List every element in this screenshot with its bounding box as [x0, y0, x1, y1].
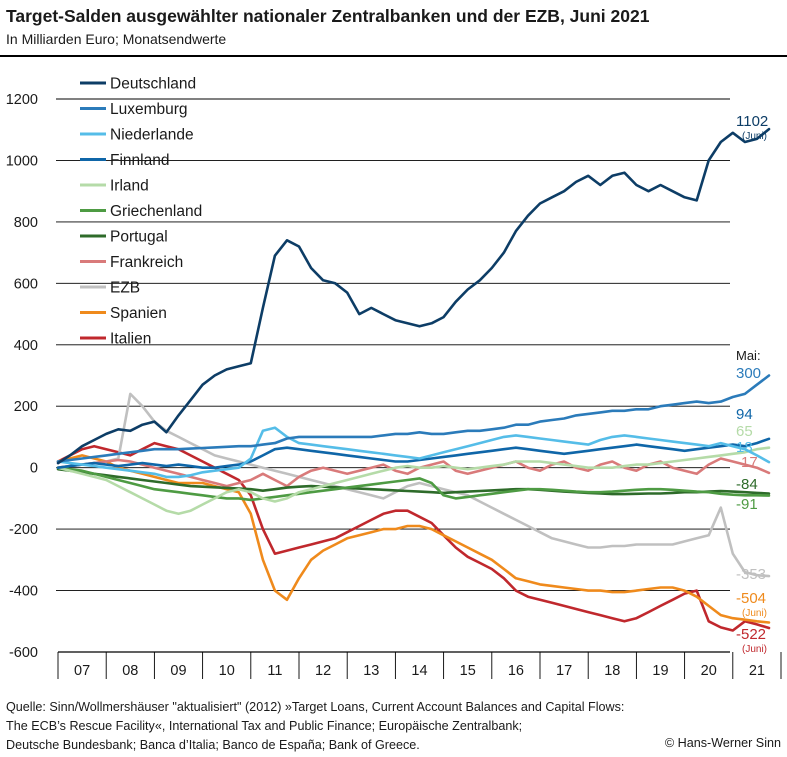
end-label-header: Mai: — [736, 348, 761, 363]
series-line — [56, 454, 771, 624]
source-line: The ECB’s Rescue Facility«, Internationa… — [6, 719, 523, 733]
title-divider — [0, 55, 787, 57]
series-line — [56, 392, 771, 578]
end-value-label: 94 — [736, 406, 753, 423]
x-tick-label: 11 — [267, 663, 282, 679]
series-line — [56, 437, 771, 470]
series-line — [56, 426, 771, 479]
x-tick-label: 09 — [170, 663, 186, 679]
line-chart: -600 -400 -200 0 200 400 600 800 1000 1200 07 08 09… — [6, 76, 782, 679]
copyright: © Hans-Werner Sinn — [664, 736, 781, 750]
source-line: Quelle: Sinn/Wollmershäuser "aktualisier… — [6, 700, 625, 714]
end-value-note: (Juni) — [742, 644, 767, 655]
y-tick-label: 1000 — [6, 153, 38, 169]
y-tick-label: -600 — [9, 645, 38, 661]
x-tick-label: 10 — [219, 663, 235, 679]
x-tick-label: 07 — [74, 663, 90, 679]
legend-label: Luxemburg — [110, 101, 188, 118]
end-value-label: -504 — [736, 590, 766, 607]
x-tick-label: 21 — [749, 663, 765, 679]
y-tick-label: 800 — [14, 215, 38, 231]
end-value-label: 65 — [736, 423, 753, 440]
y-tick-label: 1200 — [6, 92, 38, 108]
x-tick-label: 15 — [460, 663, 476, 679]
legend-label: Portugal — [110, 229, 168, 246]
legend-label: Frankreich — [110, 254, 183, 271]
legend-label: Niederlande — [110, 127, 194, 144]
legend-label: Deutschland — [110, 76, 196, 93]
legend-label: Spanien — [110, 305, 167, 322]
legend-label: Griechenland — [110, 203, 202, 220]
grid-lines — [56, 98, 730, 592]
end-value-label: -353 — [736, 566, 766, 583]
x-tick-label: 12 — [315, 663, 331, 679]
source-line: Deutsche Bundesbank; Banca d’Italia; Ban… — [6, 738, 420, 752]
legend-label: Irland — [110, 178, 149, 195]
series-line — [56, 127, 771, 465]
x-axis: 07 08 09 10 11 12 13 14 15 16 17 18 19 20 21 — [57, 651, 782, 679]
end-value-label: 1102 — [736, 113, 768, 130]
series-line — [56, 374, 771, 463]
end-value-label: 300 — [736, 365, 761, 382]
end-labels: Mai:1102(Juni)300189465-91-84-17-353-504… — [736, 113, 768, 655]
y-tick-label: 600 — [14, 276, 38, 292]
end-value-label: -522 — [736, 626, 766, 643]
series-line — [56, 466, 771, 502]
source-note: Quelle: Sinn/Wollmershäuser "aktualisier… — [6, 698, 624, 755]
legend-label: Italien — [110, 331, 151, 348]
x-tick-label: 08 — [122, 663, 138, 679]
x-tick-label: 13 — [363, 663, 379, 679]
series-line — [56, 446, 771, 516]
end-value-note: (Juni) — [742, 131, 767, 142]
y-tick-label: 400 — [14, 338, 38, 354]
x-tick-label: 14 — [411, 663, 427, 679]
y-axis: -600 -400 -200 0 200 400 600 800 1000 1200 — [6, 92, 38, 661]
x-tick-label: 17 — [556, 663, 572, 679]
x-tick-label: 19 — [652, 663, 668, 679]
y-tick-label: -200 — [9, 522, 38, 538]
y-tick-label: -400 — [9, 584, 38, 600]
chart-subtitle: In Milliarden Euro; Monatsendwerte — [6, 31, 227, 47]
y-tick-label: 200 — [14, 399, 38, 415]
y-tick-label: 0 — [30, 461, 38, 477]
legend-label: Finnland — [110, 152, 169, 169]
series-line — [56, 467, 771, 496]
legend: Deutschland Luxemburg Niederlande Finnland I… — [80, 76, 202, 348]
x-tick-label: 18 — [604, 663, 620, 679]
end-value-label: 18 — [736, 439, 753, 456]
end-value-label: -17 — [736, 454, 758, 471]
legend-label: EZB — [110, 280, 140, 297]
x-tick-label: 16 — [508, 663, 524, 679]
end-value-note: (Juni) — [742, 608, 767, 619]
x-tick-label: 20 — [701, 663, 717, 679]
end-value-label: -84 — [736, 476, 758, 493]
chart-title: Target-Salden ausgewählter nationaler Ze… — [6, 6, 650, 26]
series-lines — [56, 127, 771, 632]
end-value-label: -91 — [736, 496, 758, 513]
